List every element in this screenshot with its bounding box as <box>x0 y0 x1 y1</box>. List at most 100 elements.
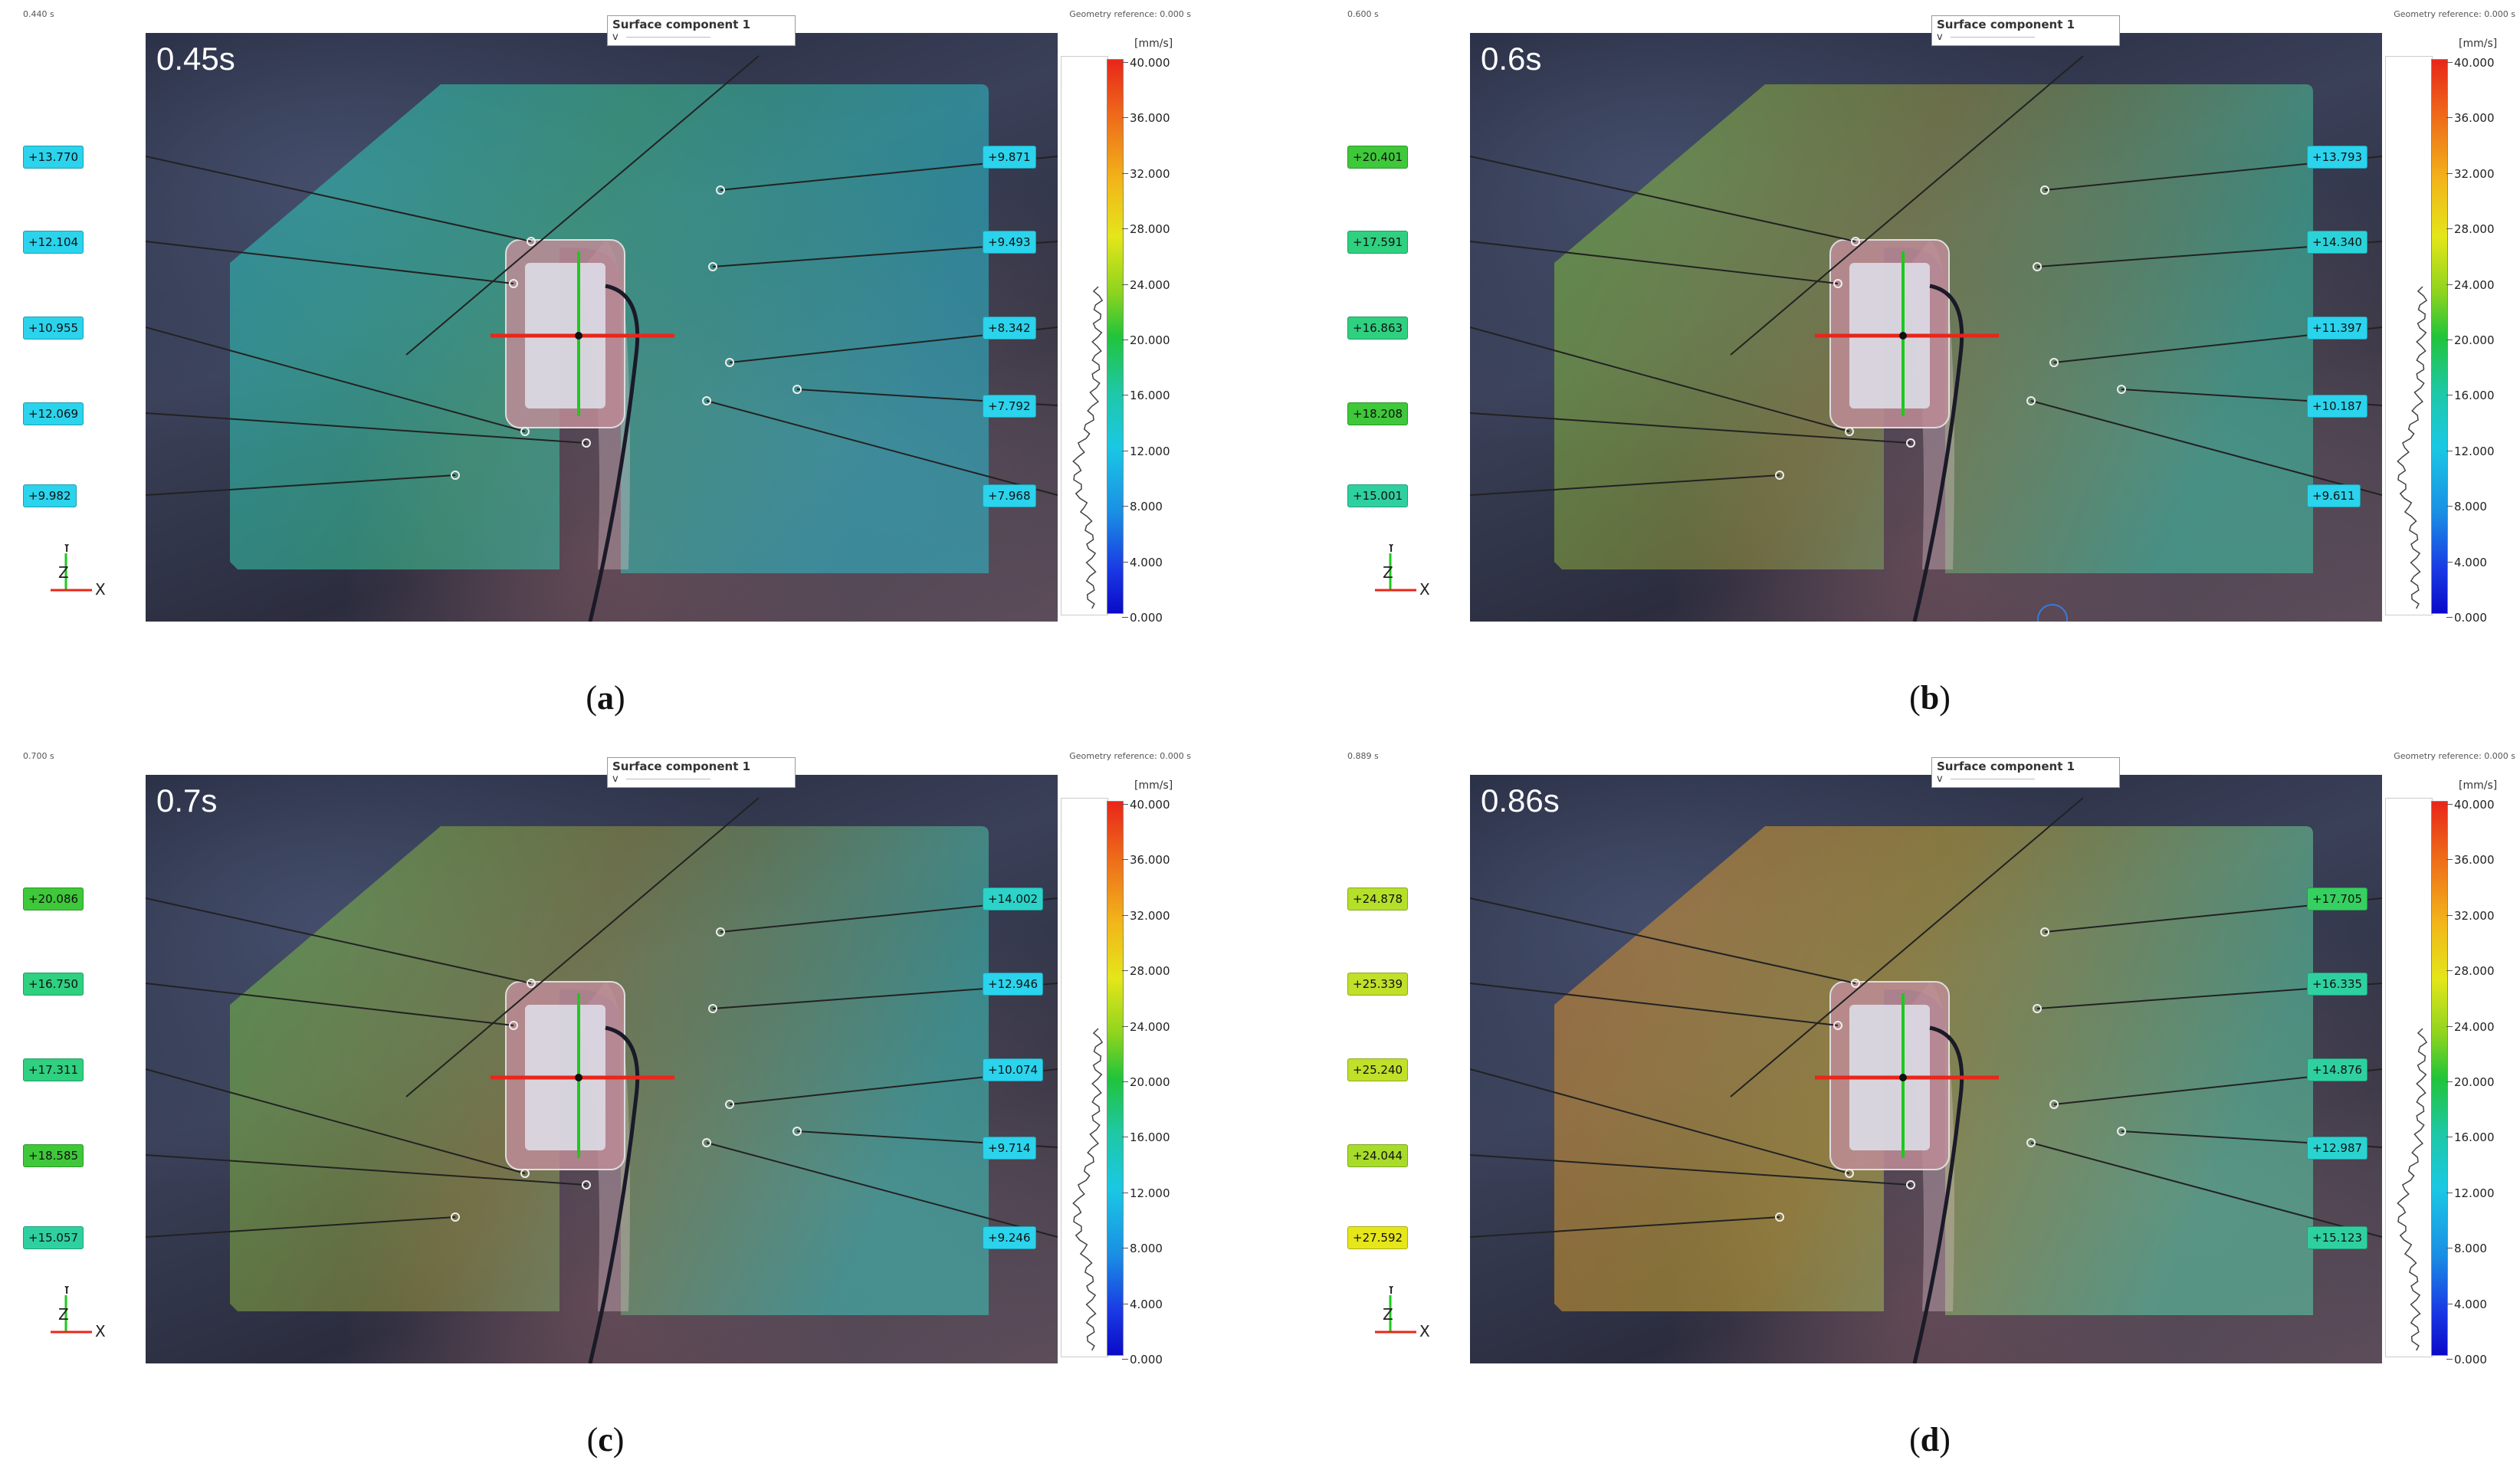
measurement-point[interactable] <box>2049 358 2059 367</box>
measurement-point[interactable] <box>2040 927 2049 937</box>
velocity-tag-left[interactable]: +17.311 <box>23 1058 84 1081</box>
colorbar-unit: [mm/s] <box>2459 38 2498 50</box>
measurement-point[interactable] <box>1845 1169 1854 1178</box>
measurement-point[interactable] <box>708 1004 717 1013</box>
measurement-point[interactable] <box>527 237 536 246</box>
velocity-tag-right[interactable]: +7.968 <box>983 484 1036 507</box>
measurement-point[interactable] <box>2040 185 2049 195</box>
measurement-point[interactable] <box>2117 1127 2126 1136</box>
velocity-tag-right[interactable]: +9.871 <box>983 146 1036 169</box>
velocity-field-view[interactable]: 0.7s <box>146 775 1058 1363</box>
colorbar-unit: [mm/s] <box>2459 779 2498 792</box>
velocity-tag-left[interactable]: +17.591 <box>1347 231 1409 254</box>
velocity-tag-right[interactable]: +10.074 <box>983 1058 1044 1081</box>
velocity-tag-right[interactable]: +9.714 <box>983 1137 1036 1160</box>
measurement-point[interactable] <box>520 427 530 436</box>
velocity-tag-left[interactable]: +15.057 <box>23 1226 84 1249</box>
measurement-point[interactable] <box>2049 1100 2059 1109</box>
velocity-tag-left[interactable]: +16.750 <box>23 973 84 996</box>
measurement-point[interactable] <box>725 1100 734 1109</box>
measurement-point[interactable] <box>1775 471 1784 480</box>
measurement-point[interactable] <box>708 262 717 271</box>
time-label: 0.86s <box>1481 783 1560 819</box>
velocity-tag-left[interactable]: +16.863 <box>1347 317 1409 340</box>
velocity-histogram <box>2397 1028 2428 1351</box>
measurement-point[interactable] <box>1833 1021 1842 1030</box>
velocity-tag-left[interactable]: +9.982 <box>23 484 77 507</box>
velocity-tag-right[interactable]: +16.335 <box>2307 973 2368 996</box>
velocity-tag-right[interactable]: +14.876 <box>2307 1058 2368 1081</box>
colorbar-tick: 40.000 <box>1122 798 1170 812</box>
measurement-point[interactable] <box>451 471 460 480</box>
velocity-tag-right[interactable]: +9.246 <box>983 1226 1036 1249</box>
measurement-point[interactable] <box>2117 385 2126 394</box>
measurement-point[interactable] <box>792 1127 802 1136</box>
velocity-tag-right[interactable]: +17.705 <box>2307 888 2368 910</box>
measurement-point[interactable] <box>1851 237 1860 246</box>
colorbar: [mm/s] 40.000 36.000 32.000 28.000 24.000 20.0… <box>2384 33 2518 625</box>
velocity-tag-right[interactable]: +11.397 <box>2307 317 2368 340</box>
measurement-point[interactable] <box>520 1169 530 1178</box>
velocity-tag-right[interactable]: +13.793 <box>2307 146 2368 169</box>
measurement-point[interactable] <box>1906 438 1915 448</box>
measurement-point[interactable] <box>509 1021 518 1030</box>
velocity-tag-right[interactable]: +14.002 <box>983 888 1044 910</box>
measurement-point[interactable] <box>2026 1138 2036 1147</box>
measurement-point[interactable] <box>2033 262 2042 271</box>
velocity-tag-left[interactable]: +18.585 <box>23 1144 84 1167</box>
measurement-point[interactable] <box>702 396 711 405</box>
measurement-surface <box>1554 84 2313 573</box>
velocity-tag-left[interactable]: +24.878 <box>1347 888 1409 910</box>
measurement-point[interactable] <box>716 927 725 937</box>
velocity-tag-left[interactable]: +25.240 <box>1347 1058 1409 1081</box>
panel-caption: (a) <box>586 679 625 717</box>
velocity-tag-right[interactable]: +12.987 <box>2307 1137 2368 1160</box>
measurement-point[interactable] <box>1775 1212 1784 1222</box>
velocity-tag-left[interactable]: +15.001 <box>1347 484 1409 507</box>
velocity-tag-left[interactable]: +24.044 <box>1347 1144 1409 1167</box>
measurement-point[interactable] <box>1845 427 1854 436</box>
measurement-point[interactable] <box>792 385 802 394</box>
velocity-tag-left[interactable]: +18.208 <box>1347 402 1409 425</box>
velocity-tag-right[interactable]: +14.340 <box>2307 231 2368 254</box>
measurement-point[interactable] <box>2033 1004 2042 1013</box>
velocity-field-view[interactable]: 0.45s <box>146 33 1058 622</box>
measurement-point[interactable] <box>725 358 734 367</box>
measurement-point[interactable] <box>2026 396 2036 405</box>
velocity-tag-left[interactable]: +27.592 <box>1347 1226 1409 1249</box>
velocity-tag-right[interactable]: +15.123 <box>2307 1226 2368 1249</box>
measurement-point[interactable] <box>1833 279 1842 288</box>
measurement-point[interactable] <box>527 979 536 988</box>
leader-line-left <box>146 897 532 984</box>
velocity-field-view[interactable]: 0.6s <box>1470 33 2382 622</box>
viewer-frame: 0.600 s Geometry reference: 0.000 s 0.6s Su… <box>1340 8 2520 625</box>
velocity-field-view[interactable]: 0.86s <box>1470 775 2382 1363</box>
measurement-point[interactable] <box>451 1212 460 1222</box>
velocity-tag-left[interactable]: +12.104 <box>23 231 84 254</box>
velocity-tag-left[interactable]: +20.401 <box>1347 146 1409 169</box>
velocity-tag-right[interactable]: +9.611 <box>2307 484 2361 507</box>
measurement-point[interactable] <box>1906 1180 1915 1189</box>
velocity-tag-right[interactable]: +12.946 <box>983 973 1044 996</box>
velocity-tag-left[interactable]: +25.339 <box>1347 973 1409 996</box>
velocity-tag-right[interactable]: +9.493 <box>983 231 1036 254</box>
velocity-tag-right[interactable]: +10.187 <box>2307 395 2368 418</box>
measurement-point[interactable] <box>582 1180 591 1189</box>
measurement-point[interactable] <box>702 1138 711 1147</box>
measurement-point[interactable] <box>1851 979 1860 988</box>
leader-line-right <box>706 400 1058 496</box>
measurement-point[interactable] <box>509 279 518 288</box>
velocity-tag-left[interactable]: +13.770 <box>23 146 84 169</box>
velocity-tag-left[interactable]: +12.069 <box>23 402 84 425</box>
velocity-tag-right[interactable]: +8.342 <box>983 317 1036 340</box>
velocity-tag-right[interactable]: +7.792 <box>983 395 1036 418</box>
measurement-point[interactable] <box>582 438 591 448</box>
measurement-point[interactable] <box>716 185 725 195</box>
velocity-tag-left[interactable]: +10.955 <box>23 317 84 340</box>
velocity-tag-left[interactable]: +20.086 <box>23 888 84 910</box>
